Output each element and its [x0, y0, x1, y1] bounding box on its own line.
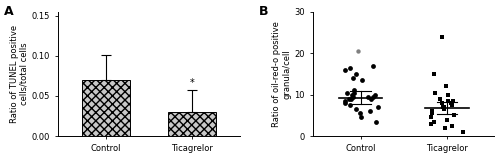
- Point: [444, 93, 452, 96]
- Point: [352, 108, 360, 110]
- Point: [430, 73, 438, 75]
- Point: [440, 106, 448, 108]
- Point: [428, 110, 436, 113]
- Point: [345, 97, 353, 100]
- Bar: [82, 80, 130, 136]
- Point: [440, 108, 448, 110]
- Point: [341, 102, 349, 104]
- Point: [352, 73, 360, 75]
- Point: [427, 122, 435, 125]
- Text: B: B: [259, 5, 268, 18]
- Text: A: A: [4, 5, 14, 18]
- Point: [430, 120, 438, 123]
- Point: [348, 95, 356, 98]
- Point: [371, 93, 379, 96]
- Point: [428, 112, 436, 115]
- Point: [349, 77, 357, 79]
- Point: [350, 89, 358, 92]
- Point: [356, 112, 364, 115]
- Point: [448, 104, 456, 106]
- Point: [460, 131, 468, 133]
- Point: [447, 102, 455, 104]
- Point: [443, 118, 451, 121]
- Point: [348, 93, 356, 96]
- Text: *: *: [190, 78, 194, 88]
- Y-axis label: Ratio of TUNEL positive
cells/total cells: Ratio of TUNEL positive cells/total cell…: [10, 25, 29, 123]
- Point: [366, 110, 374, 113]
- Point: [438, 102, 446, 104]
- Point: [354, 50, 362, 52]
- Point: [370, 95, 378, 98]
- Point: [350, 91, 358, 94]
- Point: [358, 79, 366, 81]
- Bar: [168, 112, 216, 136]
- Point: [442, 85, 450, 88]
- Point: [357, 116, 365, 119]
- Point: [440, 106, 448, 108]
- Point: [438, 35, 446, 38]
- Point: [441, 127, 449, 129]
- Point: [346, 97, 354, 100]
- Point: [374, 106, 382, 108]
- Point: [430, 91, 438, 94]
- Point: [439, 106, 447, 108]
- Point: [426, 116, 434, 119]
- Point: [368, 64, 376, 67]
- Point: [372, 120, 380, 123]
- Point: [346, 104, 354, 106]
- Point: [364, 95, 372, 98]
- Point: [342, 69, 349, 71]
- Point: [368, 97, 376, 100]
- Y-axis label: Ratio of oil-red-o positive
granula/cell: Ratio of oil-red-o positive granula/cell: [272, 21, 291, 127]
- Point: [436, 97, 444, 100]
- Point: [450, 114, 458, 117]
- Point: [346, 66, 354, 69]
- Point: [448, 124, 456, 127]
- Point: [344, 91, 351, 94]
- Point: [341, 100, 349, 102]
- Point: [428, 110, 436, 113]
- Point: [444, 100, 452, 102]
- Point: [448, 100, 456, 102]
